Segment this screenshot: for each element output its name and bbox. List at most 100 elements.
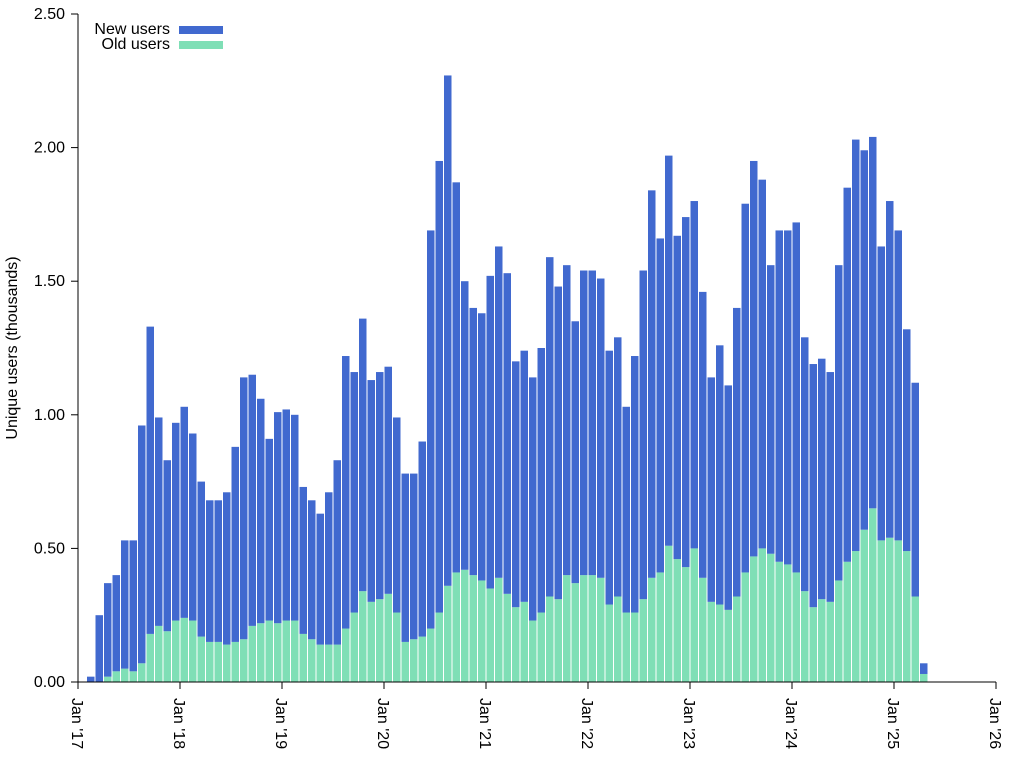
bar-old-users-2024-10 (869, 508, 877, 682)
bar-new-users-2021-05 (520, 350, 528, 602)
bar-new-users-2022-11 (673, 235, 681, 560)
bar-old-users-2024-04 (818, 599, 826, 682)
bar-new-users-2021-06 (529, 377, 537, 621)
bar-old-users-2024-07 (843, 561, 851, 682)
bar-new-users-2019-02 (291, 414, 299, 621)
bar-old-users-2021-02 (495, 577, 503, 682)
bar-old-users-2023-03 (707, 601, 715, 682)
bar-new-users-2021-10 (563, 265, 571, 576)
bar-new-users-2019-08 (342, 356, 350, 629)
bar-old-users-2022-08 (648, 577, 656, 682)
bar-new-users-2024-05 (826, 372, 834, 602)
bar-new-users-2022-06 (631, 356, 639, 613)
bar-old-users-2024-11 (877, 540, 885, 682)
x-tick-label: Jan '21 (476, 698, 493, 749)
bar-old-users-2018-08 (240, 639, 248, 682)
bar-new-users-2020-10 (461, 281, 469, 570)
bar-new-users-2018-07 (231, 446, 239, 642)
x-tick-label: Jan '20 (374, 698, 391, 749)
bar-old-users-2018-02 (189, 620, 197, 682)
bar-new-users-2021-11 (571, 321, 579, 584)
bar-old-users-2022-09 (656, 572, 664, 682)
bar-new-users-2022-05 (622, 406, 630, 613)
bar-old-users-2023-01 (690, 548, 698, 682)
bar-old-users-2023-12 (784, 564, 792, 682)
legend-label-new-users: New users (94, 21, 170, 38)
x-tick-label: Jan '18 (170, 698, 187, 749)
bar-new-users-2021-04 (512, 361, 520, 608)
bar-old-users-2018-11 (265, 620, 273, 682)
bar-new-users-2023-10 (767, 265, 775, 554)
bar-new-users-2024-07 (843, 187, 851, 562)
bar-old-users-2019-03 (299, 633, 307, 682)
bar-old-users-2021-09 (554, 599, 562, 682)
bar-new-users-2018-04 (206, 500, 214, 642)
bar-new-users-2022-02 (597, 278, 605, 578)
bar-old-users-2021-03 (503, 593, 511, 682)
bar-old-users-2017-12 (172, 620, 180, 682)
bar-new-users-2017-09 (146, 326, 154, 634)
bar-new-users-2022-08 (648, 190, 656, 578)
bar-new-users-2020-12 (478, 313, 486, 581)
legend-label-old-users: Old users (102, 36, 170, 53)
bar-old-users-2021-05 (520, 601, 528, 682)
bar-old-users-2020-09 (452, 572, 460, 682)
bar-new-users-2018-11 (265, 438, 273, 621)
bar-new-users-2024-01 (792, 222, 800, 573)
bar-old-users-2023-04 (716, 604, 724, 682)
bar-old-users-2025-04 (920, 673, 928, 682)
bar-old-users-2023-02 (699, 577, 707, 682)
bar-new-users-2019-07 (333, 460, 341, 645)
bar-new-users-2022-12 (682, 217, 690, 568)
x-tick-label: Jan '22 (578, 698, 595, 749)
bar-new-users-2019-05 (316, 513, 324, 645)
bar-old-users-2024-03 (809, 607, 817, 682)
bar-old-users-2020-10 (461, 569, 469, 682)
bar-old-users-2019-12 (376, 599, 384, 682)
legend: New users Old users (94, 21, 223, 53)
bar-old-users-2018-09 (248, 625, 256, 682)
y-tick-label: 1.50 (34, 273, 65, 290)
bar-new-users-2017-04 (104, 583, 112, 677)
bar-new-users-2017-05 (112, 575, 120, 672)
bar-old-users-2024-01 (792, 572, 800, 682)
bar-new-users-2018-05 (214, 500, 222, 642)
bar-old-users-2017-09 (146, 633, 154, 682)
bar-old-users-2021-08 (546, 596, 554, 682)
bar-old-users-2017-06 (121, 668, 129, 682)
bar-new-users-2022-04 (614, 337, 622, 597)
bar-old-users-2022-11 (673, 559, 681, 682)
bar-new-users-2020-06 (427, 230, 435, 629)
bar-new-users-2022-01 (588, 270, 596, 576)
bar-old-users-2019-05 (316, 644, 324, 682)
x-tick-label: Jan '25 (884, 698, 901, 749)
bar-new-users-2025-04 (920, 663, 928, 674)
bar-old-users-2024-12 (886, 537, 894, 682)
bar-old-users-2021-01 (486, 588, 494, 682)
bar-old-users-2022-10 (665, 545, 673, 682)
bar-old-users-2021-06 (529, 620, 537, 682)
x-tick-label: Jan '17 (68, 698, 85, 749)
bar-old-users-2019-01 (282, 620, 290, 682)
bar-new-users-2018-06 (223, 492, 231, 645)
bar-old-users-2022-04 (614, 596, 622, 682)
bar-new-users-2024-04 (818, 358, 826, 600)
bar-old-users-2021-07 (537, 612, 545, 682)
bar-old-users-2020-02 (393, 612, 401, 682)
bar-new-users-2024-10 (869, 136, 877, 509)
bar-old-users-2023-07 (741, 572, 749, 682)
bar-new-users-2023-07 (741, 203, 749, 573)
bar-new-users-2018-01 (180, 406, 188, 618)
bar-new-users-2017-07 (129, 540, 137, 672)
bar-new-users-2019-10 (359, 318, 367, 592)
bar-old-users-2023-06 (733, 596, 741, 682)
bar-old-users-2018-03 (197, 636, 205, 682)
bar-old-users-2023-08 (750, 556, 758, 682)
bar-new-users-2022-10 (665, 155, 673, 546)
bar-old-users-2018-05 (214, 641, 222, 682)
bar-new-users-2017-08 (138, 425, 146, 664)
bar-old-users-2025-02 (903, 551, 911, 682)
bar-new-users-2018-09 (248, 374, 256, 626)
bar-new-users-2024-02 (801, 337, 809, 592)
